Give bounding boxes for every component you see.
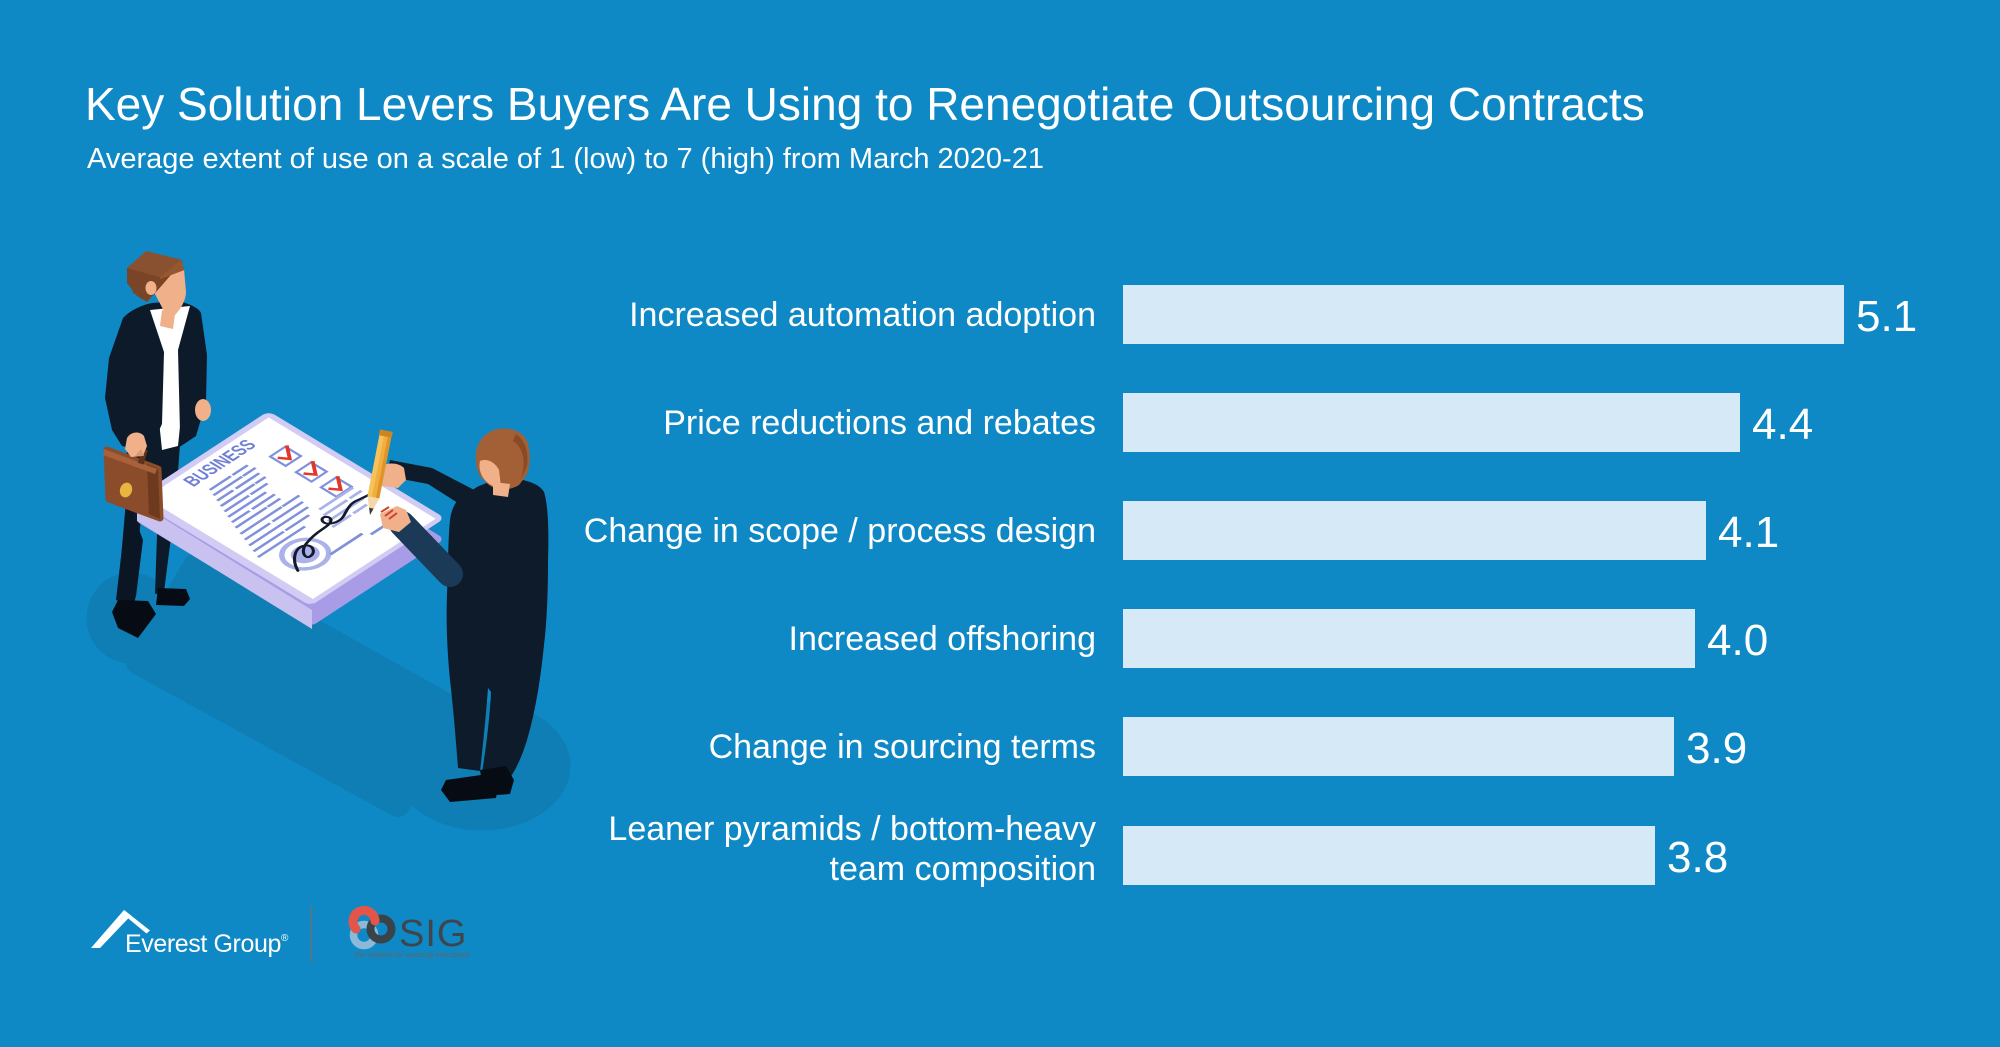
svg-text:Everest Group®: Everest Group®	[125, 930, 289, 958]
svg-text:SIG: SIG	[399, 913, 467, 955]
svg-text:the network for sourcing execu: the network for sourcing executives	[355, 950, 470, 959]
